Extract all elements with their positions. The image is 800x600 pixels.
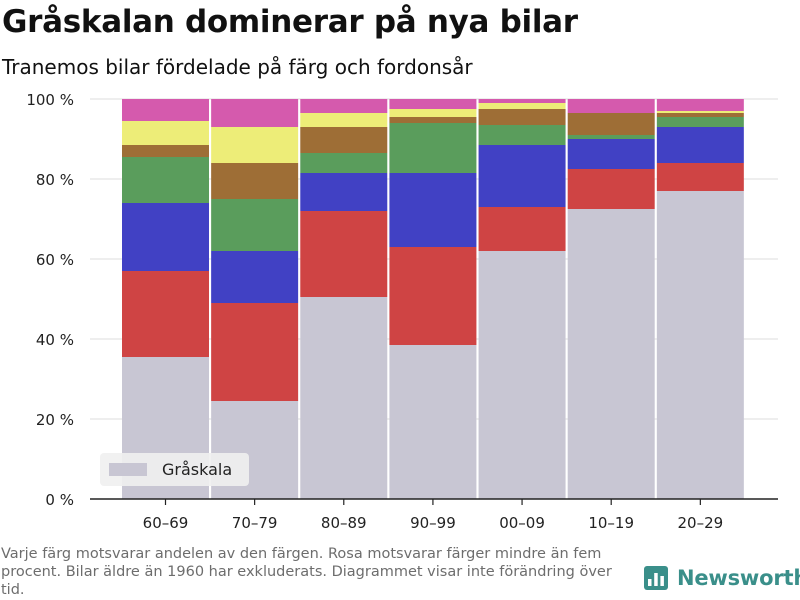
bar-segment: [300, 153, 388, 173]
y-tick-label: 0 %: [45, 491, 74, 509]
bar-segment: [122, 203, 209, 271]
bar-segment: [211, 199, 299, 251]
bar-segment: [478, 207, 566, 251]
chart-title: Gråskalan dominerar på nya bilar: [2, 4, 578, 40]
bar-segment: [300, 211, 388, 297]
bar-segment: [478, 125, 566, 145]
bar-segment: [211, 303, 299, 401]
bar-segment: [656, 117, 744, 127]
bar-segment: [478, 251, 566, 499]
bar-segment: [300, 127, 388, 153]
bar-chart-logo-icon: [644, 566, 668, 590]
bar-segment: [567, 135, 655, 139]
x-tick-label: 80–89: [321, 514, 367, 532]
bar-segment: [300, 99, 388, 113]
bar-segment: [122, 145, 209, 157]
bar-segment: [211, 127, 299, 163]
bar-segment: [389, 345, 477, 499]
bar-segment: [567, 113, 655, 135]
bar-segment: [656, 99, 744, 111]
bar-segment: [211, 99, 299, 127]
x-tick-label: 20–29: [677, 514, 723, 532]
bar-segment: [567, 169, 655, 209]
bar-segment: [211, 163, 299, 199]
bar-segment: [567, 139, 655, 169]
legend-swatch: [109, 463, 147, 476]
bar-segment: [567, 209, 655, 499]
y-tick-label: 60 %: [36, 251, 74, 269]
bar-segment: [389, 117, 477, 123]
x-tick-label: 10–19: [588, 514, 634, 532]
brand-name: Newsworthy: [677, 566, 800, 590]
bar-segment: [389, 247, 477, 345]
bar-segment: [122, 271, 209, 357]
bar-segment: [389, 99, 477, 109]
footnote: Varje färg motsvarar andelen av den färg…: [1, 546, 612, 598]
bar-segment: [478, 109, 566, 125]
legend-box: [100, 453, 249, 486]
x-tick-label: 90–99: [410, 514, 456, 532]
bar-segment: [656, 113, 744, 117]
bar-segment: [300, 173, 388, 211]
bar-segment: [656, 127, 744, 163]
bar-segment: [389, 109, 477, 117]
bar-segment: [389, 173, 477, 247]
bar-segment: [300, 113, 388, 127]
bar-segment: [300, 297, 388, 499]
y-tick-label: 40 %: [36, 331, 74, 349]
x-tick-label: 00–09: [499, 514, 545, 532]
x-tick-label: 70–79: [232, 514, 278, 532]
chart-subtitle: Tranemos bilar fördelade på färg och for…: [2, 55, 473, 79]
legend-label: Gråskala: [162, 460, 232, 479]
brand-logo: Newsworthy: [644, 566, 800, 590]
bar-segment: [656, 163, 744, 191]
bar-segment: [122, 157, 209, 203]
y-tick-label: 100 %: [26, 91, 74, 109]
x-tick-label: 60–69: [143, 514, 189, 532]
bar-segment: [656, 111, 744, 113]
bar-segment: [478, 103, 566, 109]
bar-segment: [122, 121, 209, 145]
y-tick-label: 20 %: [36, 411, 74, 429]
bar-segment: [389, 123, 477, 173]
bar-segment: [478, 145, 566, 207]
bar-segment: [478, 99, 566, 103]
bar-segment: [211, 251, 299, 303]
y-tick-label: 80 %: [36, 171, 74, 189]
bar-segment: [567, 99, 655, 113]
bar-segment: [122, 99, 209, 121]
bar-segment: [656, 191, 744, 499]
